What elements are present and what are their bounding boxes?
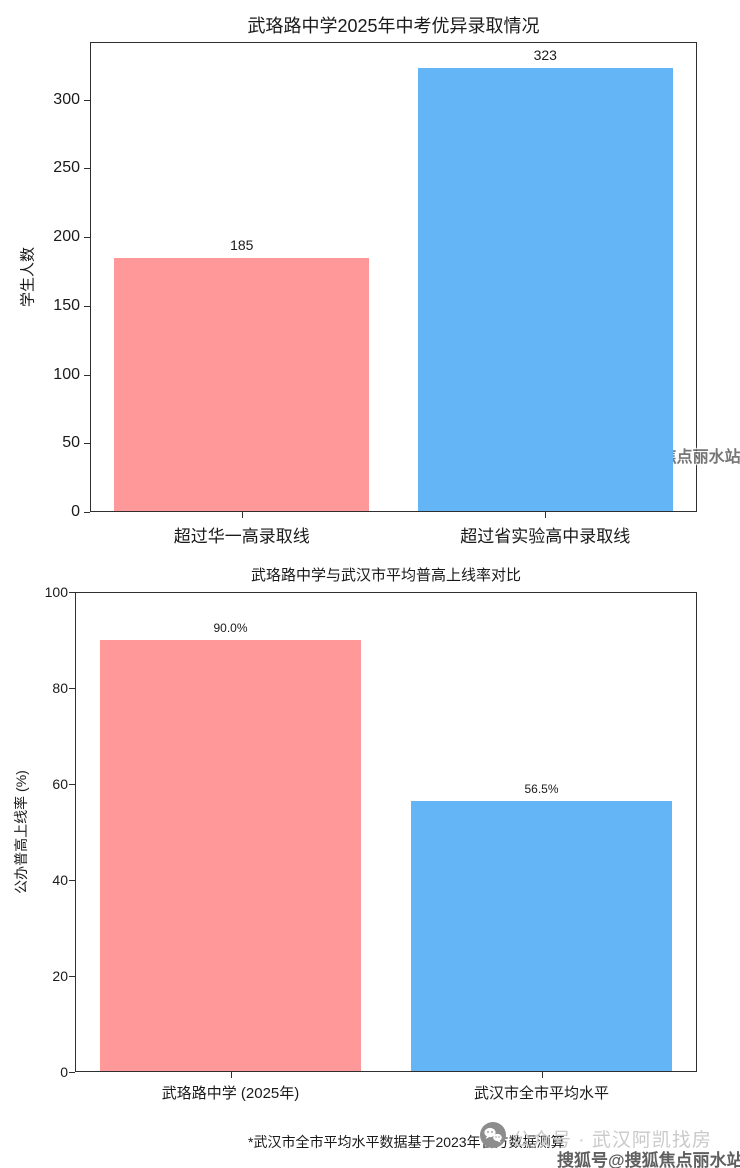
x-tick-mark [230, 1072, 232, 1078]
y-tick-label: 200 [53, 228, 80, 246]
bar-value-label: 323 [533, 47, 557, 64]
y-tick-mark [84, 512, 90, 513]
y-tick-mark [84, 443, 90, 445]
x-category-label: 超过华一高录取线 [173, 527, 310, 546]
y-tick-label: 80 [52, 680, 68, 696]
y-tick-label: 50 [62, 434, 80, 452]
x-category-label: 武汉市全市平均水平 [473, 1085, 610, 1102]
y-tick-mark [84, 168, 90, 170]
bar-value-label: 56.5% [524, 781, 559, 796]
y-tick-mark [84, 374, 90, 376]
y-tick-mark [69, 1072, 75, 1073]
watermark-wechat-account: 公众号 · 武汉阿凯找房 [512, 1130, 712, 1151]
y-tick-mark [69, 688, 75, 689]
y-tick-label: 0 [60, 1064, 68, 1080]
y-tick-mark [69, 976, 75, 977]
x-category-label: 超过省实验高中录取线 [460, 527, 631, 546]
x-tick-mark [541, 1072, 543, 1078]
bar-1 [417, 68, 673, 511]
x-tick-mark [545, 512, 547, 518]
y-tick-label: 300 [53, 90, 80, 108]
bar-value-label: 90.0% [213, 621, 248, 635]
bar-value-label: 185 [230, 236, 254, 253]
watermark-sohu-bottom: 搜狐号@搜狐焦点丽水站 [557, 1151, 740, 1168]
y-tick-label: 150 [53, 296, 80, 314]
y-tick-mark [84, 305, 90, 307]
y-tick-label: 0 [71, 503, 80, 520]
bar-0 [99, 640, 362, 1071]
y-tick-label: 20 [52, 968, 68, 984]
bar-0 [114, 257, 370, 511]
y-tick-label: 60 [52, 776, 68, 792]
y-tick-mark [69, 784, 75, 785]
bar-1 [410, 800, 673, 1071]
y-tick-label: 40 [52, 872, 68, 888]
wechat-icon [479, 1121, 507, 1154]
y-tick-mark [69, 592, 75, 593]
y-tick-mark [84, 99, 90, 101]
y-tick-label: 100 [44, 584, 68, 600]
chart1-title: 武珞路中学2025年中考优异录取情况 [247, 16, 540, 36]
y-tick-mark [84, 237, 90, 239]
x-category-label: 武珞路中学 (2025年) [161, 1085, 300, 1102]
y-tick-mark [69, 880, 75, 881]
x-tick-mark [241, 512, 243, 518]
chart2-title: 武珞路中学与武汉市平均普高上线率对比 [250, 567, 521, 584]
y-tick-label: 100 [53, 365, 80, 383]
y-tick-label: 250 [53, 159, 80, 177]
